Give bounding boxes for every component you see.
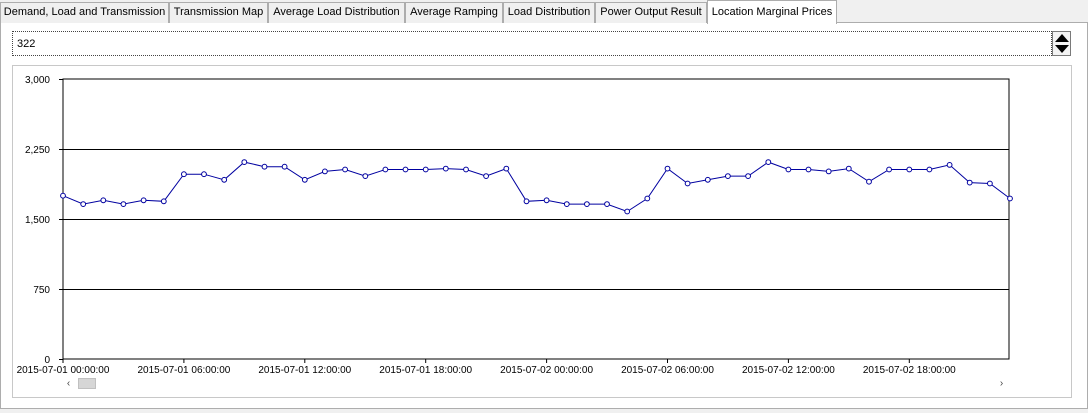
data-point [100,197,107,204]
data-point [563,201,570,208]
data-point [765,159,772,165]
data-point [1007,195,1013,202]
data-point [261,163,268,170]
tab-strip: Demand, Load and Transmission Transmissi… [0,0,1088,24]
data-point [523,198,530,205]
data-point [664,165,671,172]
scroll-right-arrow-icon[interactable]: › [999,378,1004,389]
x-tick-label: 2015-07-01 18:00:00 [379,365,472,376]
series-line [62,161,1011,213]
data-point [946,162,953,168]
data-point [281,163,288,170]
data-point [301,176,308,183]
lmp-chart-panel: 0 750 1,500 2,250 3,000 2015-07-01 00:00:00 20… [12,65,1072,398]
data-point [503,165,510,172]
data-point [785,166,792,173]
x-tick-label: 2015-07-01 06:00:00 [137,365,230,376]
spin-down-button[interactable] [1054,44,1069,55]
node-selector-input[interactable]: 322 [12,31,1052,56]
data-point [604,201,610,208]
y-tick-label: 1,500 [25,215,50,226]
triangle-down-icon [1055,45,1069,53]
data-point [442,165,449,172]
data-point [362,173,369,179]
data-point [483,173,490,179]
scroll-thumb[interactable] [78,378,96,389]
x-tick-label: 2015-07-01 00:00:00 [17,365,110,376]
y-tick-label: 2,250 [25,145,50,156]
x-tick-label: 2015-07-02 12:00:00 [742,365,835,376]
data-point [644,195,651,202]
data-point [725,173,731,179]
x-tick-label: 2015-07-01 12:00:00 [258,365,351,376]
y-tick-label: 750 [33,285,50,296]
data-point [463,166,469,173]
data-point [402,166,409,173]
tab-location-marginal-prices[interactable]: Location Marginal Prices [707,0,837,24]
spin-up-button[interactable] [1054,33,1069,44]
y-tick-label: 0 [44,355,50,366]
data-point [382,166,389,173]
data-point [624,208,631,215]
data-point [181,171,187,178]
data-point [906,166,913,173]
data-point [584,201,590,208]
tab-power-output-result[interactable]: Power Output Result [595,2,707,23]
data-point [221,176,228,183]
chart-horizontal-scrollbar[interactable]: ‹ › [62,377,1008,390]
tab-average-ramping[interactable]: Average Ramping [405,2,503,23]
data-point [241,159,248,165]
tab-transmission-map[interactable]: Transmission Map [169,2,268,23]
node-selector-value: 322 [17,38,36,50]
data-point [543,197,550,204]
data-point [845,165,852,172]
scroll-left-arrow-icon[interactable]: ‹ [66,378,71,389]
x-tick-label: 2015-07-02 06:00:00 [621,365,714,376]
data-point [745,173,751,179]
tab-demand-load-transmission[interactable]: Demand, Load and Transmission [0,2,169,23]
data-point [80,201,87,208]
data-point [322,168,328,175]
triangle-up-icon [1055,34,1069,42]
tab-load-distribution[interactable]: Load Distribution [503,2,595,23]
x-tick-label: 2015-07-02 18:00:00 [863,365,956,376]
lmp-line-chart: 0 750 1,500 2,250 3,000 2015-07-01 00:00:00 20… [17,75,1013,376]
tab-average-load-distribution[interactable]: Average Load Distribution [268,2,405,23]
data-point [160,198,167,205]
data-point [704,176,711,183]
data-point [60,192,66,199]
data-point [342,166,349,173]
data-point [422,166,429,173]
data-point [684,180,691,187]
data-point [866,178,872,185]
data-point [926,166,933,173]
data-point [201,171,207,178]
data-point [120,201,127,208]
data-point [886,166,892,173]
data-point [140,197,147,204]
data-point [825,168,832,175]
x-tick-label: 2015-07-02 00:00:00 [500,365,593,376]
y-tick-label: 3,000 [25,75,50,86]
data-point [966,179,973,186]
data-point [987,180,993,187]
data-point [805,166,812,173]
node-selector-spinner[interactable] [1052,31,1071,56]
